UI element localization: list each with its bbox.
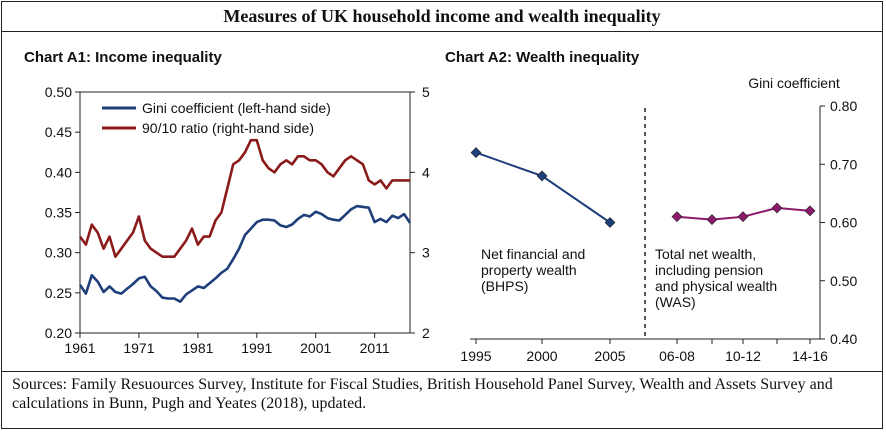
chart-a2-point (470, 147, 482, 159)
chart-a1-x-tick-label: 2001 (300, 340, 331, 356)
chart-a2-annotation: (WAS) (655, 294, 696, 310)
chart-a1-legend-label: 90/10 ratio (right-hand side) (142, 120, 314, 136)
chart-a2-y-axis-label: Gini coefficient (748, 75, 840, 91)
chart-a1-right-tick-label: 3 (422, 245, 430, 261)
chart-a1-x-tick-label: 1961 (64, 340, 95, 356)
chart-a1-x-tick-label: 1971 (123, 340, 154, 356)
chart-a1-left-tick-label: 0.25 (45, 285, 72, 301)
chart-a1-ratio-line (78, 138, 410, 259)
chart-a2-y-tick-label: 0.50 (830, 273, 857, 289)
chart-a1-left-tick-label: 0.20 (45, 325, 72, 341)
chart-a2-bhps-line (475, 151, 611, 224)
chart-a2-y-tick-label: 0.70 (830, 156, 857, 172)
chart-a2-annotation: including pension (655, 262, 763, 278)
chart-a2-y-tick-label: 0.60 (830, 215, 857, 231)
chart-a2-annotation: Total net wealth, (655, 246, 756, 262)
charts-canvas: Chart A1: Income inequality 0.20 0.25 0.30 0… (24, 49, 857, 364)
title-divider (1, 31, 883, 32)
chart-a2-y-tick-label: 0.40 (830, 331, 857, 347)
chart-a2-point (737, 211, 749, 223)
chart-a2-x-tick-label: 1995 (460, 348, 491, 364)
chart-a1-right-tick-label: 2 (422, 325, 430, 341)
chart-a2-annotation: (BHPS) (481, 278, 528, 294)
chart-a2-x-tick-label: 14-16 (792, 348, 828, 364)
chart-a2-point (804, 205, 816, 217)
chart-a2-annotation: and physical wealth (655, 278, 777, 294)
chart-a1-legend-label: Gini coefficient (left-hand side) (142, 100, 331, 116)
chart-a2-y-tick-label: 0.80 (830, 98, 857, 114)
chart-a1-right-tick-label: 5 (422, 84, 430, 100)
figure-title: Measures of UK household income and weal… (223, 6, 661, 26)
chart-a2-x-tick-label: 06-08 (659, 348, 695, 364)
chart-a1-right-tick-label: 4 (422, 164, 430, 180)
chart-a1-title: Chart A1: Income inequality (24, 49, 222, 66)
chart-a1-x-tick-label: 1991 (241, 340, 272, 356)
chart-a1-x-tick-label: 1981 (182, 340, 213, 356)
chart-a1-left-tick-label: 0.30 (45, 245, 72, 261)
chart-a2-point (604, 217, 616, 228)
chart-a2-annotation: property wealth (481, 262, 577, 278)
chart-a2-point (671, 211, 683, 223)
chart-a2-title: Chart A2: Wealth inequality (445, 49, 640, 66)
chart-a2-point (771, 202, 783, 214)
chart-a1-x-tick-label: 2011 (360, 340, 390, 356)
chart-a1-left-tick-label: 0.40 (45, 164, 72, 180)
chart-a2-point (706, 214, 718, 226)
chart-a2-annotation: Net financial and (481, 246, 585, 262)
chart-a1-left-tick-label: 0.45 (45, 124, 72, 140)
chart-a2-x-tick-label: 10-12 (725, 348, 761, 364)
sources-note: Sources: Family Resuources Survey, Insti… (12, 376, 833, 412)
chart-a2-x-tick-label: 2005 (594, 348, 625, 364)
sources-divider (1, 371, 883, 372)
chart-a1-gini-line (78, 204, 412, 304)
chart-a1-left-tick-label: 0.50 (45, 84, 72, 100)
chart-a2-x-tick-label: 2000 (526, 348, 557, 364)
chart-a1-left-tick-label: 0.35 (45, 205, 72, 221)
chart-a2-point (536, 170, 548, 182)
